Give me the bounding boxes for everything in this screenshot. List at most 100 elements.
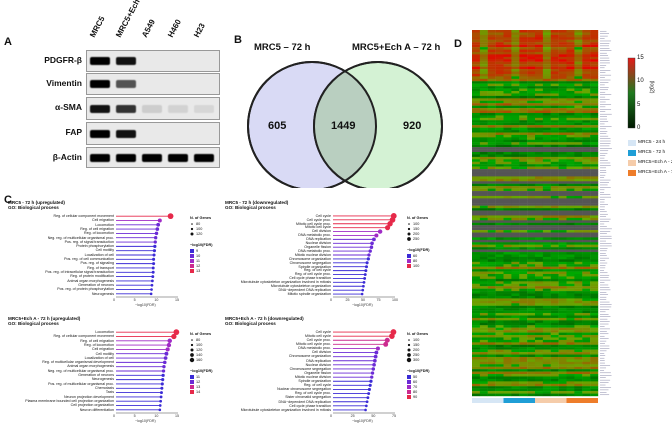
heatmap-cell: [590, 217, 599, 221]
heatmap-cell: [574, 252, 583, 255]
size-legend-dot: [190, 227, 194, 231]
heatmap-cell: [487, 259, 496, 262]
heatmap-cell: [582, 305, 591, 309]
heatmap-cell: [511, 54, 520, 58]
heatmap-cell: [582, 69, 591, 72]
heatmap-cell: [582, 81, 591, 84]
go-dot: [362, 284, 365, 288]
heatmap-cell: [582, 66, 591, 70]
go-x-tick: 0: [330, 298, 332, 302]
heatmap-cell: [511, 327, 520, 331]
heatmap-cell: [503, 374, 512, 377]
heatmap-cell: [558, 276, 567, 280]
heatmap-cell: [535, 125, 544, 128]
heatmap-cell: [479, 322, 488, 326]
heatmap-cell: [574, 259, 583, 262]
heatmap-cell: [487, 381, 496, 384]
heatmap-cell: [479, 66, 488, 70]
heatmap-cell: [566, 271, 575, 275]
heatmap-cell: [519, 86, 528, 89]
heatmap-cell: [487, 322, 496, 326]
heatmap-cell: [479, 247, 488, 250]
heatmap-cell: [503, 142, 512, 145]
heatmap-cell: [558, 281, 567, 284]
heatmap-cell: [527, 149, 536, 153]
heatmap-cell: [503, 283, 512, 287]
heatmap-cell: [487, 34, 496, 38]
heatmap-cell: [542, 103, 551, 106]
heatmap-cell: [566, 261, 575, 265]
heatmap-cell: [472, 381, 481, 384]
heatmap-cell: [542, 371, 551, 375]
heatmap-cell: [472, 313, 481, 316]
size-legend-dot: [191, 223, 193, 225]
heatmap-cell: [472, 181, 481, 184]
heatmap-cell: [472, 37, 481, 40]
heatmap-cell: [590, 42, 599, 45]
heatmap-cell: [558, 244, 567, 248]
heatmap-cell: [511, 34, 520, 38]
heatmap-cell: [566, 127, 575, 131]
heatmap-cell: [472, 32, 481, 36]
heatmap-cell: [574, 169, 583, 172]
heatmap-cell: [487, 125, 496, 128]
heatmap-cell: [519, 359, 528, 363]
heatmap-cell: [582, 49, 591, 53]
heatmap-cell: [495, 154, 504, 158]
heatmap-cell: [535, 293, 544, 297]
heatmap-cell: [574, 291, 583, 294]
heatmap-cell: [558, 156, 567, 160]
heatmap-cell: [511, 347, 520, 350]
heatmap-cell: [495, 71, 504, 75]
heatmap-cell: [487, 88, 496, 92]
heatmap-cell: [472, 125, 481, 128]
heatmap-cell: [566, 139, 575, 143]
heatmap-cell: [479, 281, 488, 284]
heatmap-cell: [503, 125, 512, 128]
heatmap-cell: [487, 164, 496, 167]
heatmap-cell: [503, 244, 512, 248]
heatmap-cell: [590, 278, 599, 282]
heatmap-cell: [582, 171, 591, 175]
heatmap-cell: [566, 291, 575, 294]
heatmap-cell: [550, 47, 559, 50]
heatmap-cell: [535, 386, 544, 389]
heatmap-cell: [582, 186, 591, 189]
go-dot: [369, 245, 374, 249]
heatmap-cell: [527, 134, 536, 138]
heatmap-cell: [566, 369, 575, 372]
heatmap-cell: [590, 166, 599, 170]
heatmap-cell: [550, 386, 559, 389]
heatmap-cell: [527, 381, 536, 384]
heatmap-cell: [503, 76, 512, 79]
go-term-label: Chromosome segregation: [289, 366, 331, 371]
heatmap-cell: [511, 330, 520, 333]
heatmap-cell: [542, 64, 551, 67]
heatmap-cell: [479, 134, 488, 138]
heatmap-cell: [550, 93, 559, 97]
heatmap-cell: [566, 205, 575, 209]
heatmap-cell: [511, 122, 520, 126]
heatmap-cell: [495, 239, 504, 243]
heatmap-cell: [472, 44, 481, 48]
heatmap-cell: [550, 154, 559, 158]
heatmap-cell: [472, 383, 481, 387]
heatmap-cell: [574, 166, 583, 170]
heatmap-cell: [479, 252, 488, 255]
heatmap-cell: [495, 244, 504, 248]
heatmap-cell: [582, 61, 591, 65]
heatmap-cell: [590, 393, 599, 397]
heatmap-cell: [542, 30, 551, 33]
heatmap-cell: [487, 195, 496, 199]
heatmap-cell: [472, 388, 481, 392]
heatmap-cell: [519, 34, 528, 38]
heatmap-cell: [535, 193, 544, 197]
heatmap-cell: [550, 295, 559, 299]
color-legend-swatch: [190, 249, 194, 253]
heatmap-cell: [542, 276, 551, 280]
heatmap-cell: [479, 359, 488, 363]
heatmap-cell: [542, 147, 551, 150]
heatmap-cell: [550, 156, 559, 160]
heatmap-cell: [582, 188, 591, 192]
heatmap-cell: [535, 142, 544, 145]
